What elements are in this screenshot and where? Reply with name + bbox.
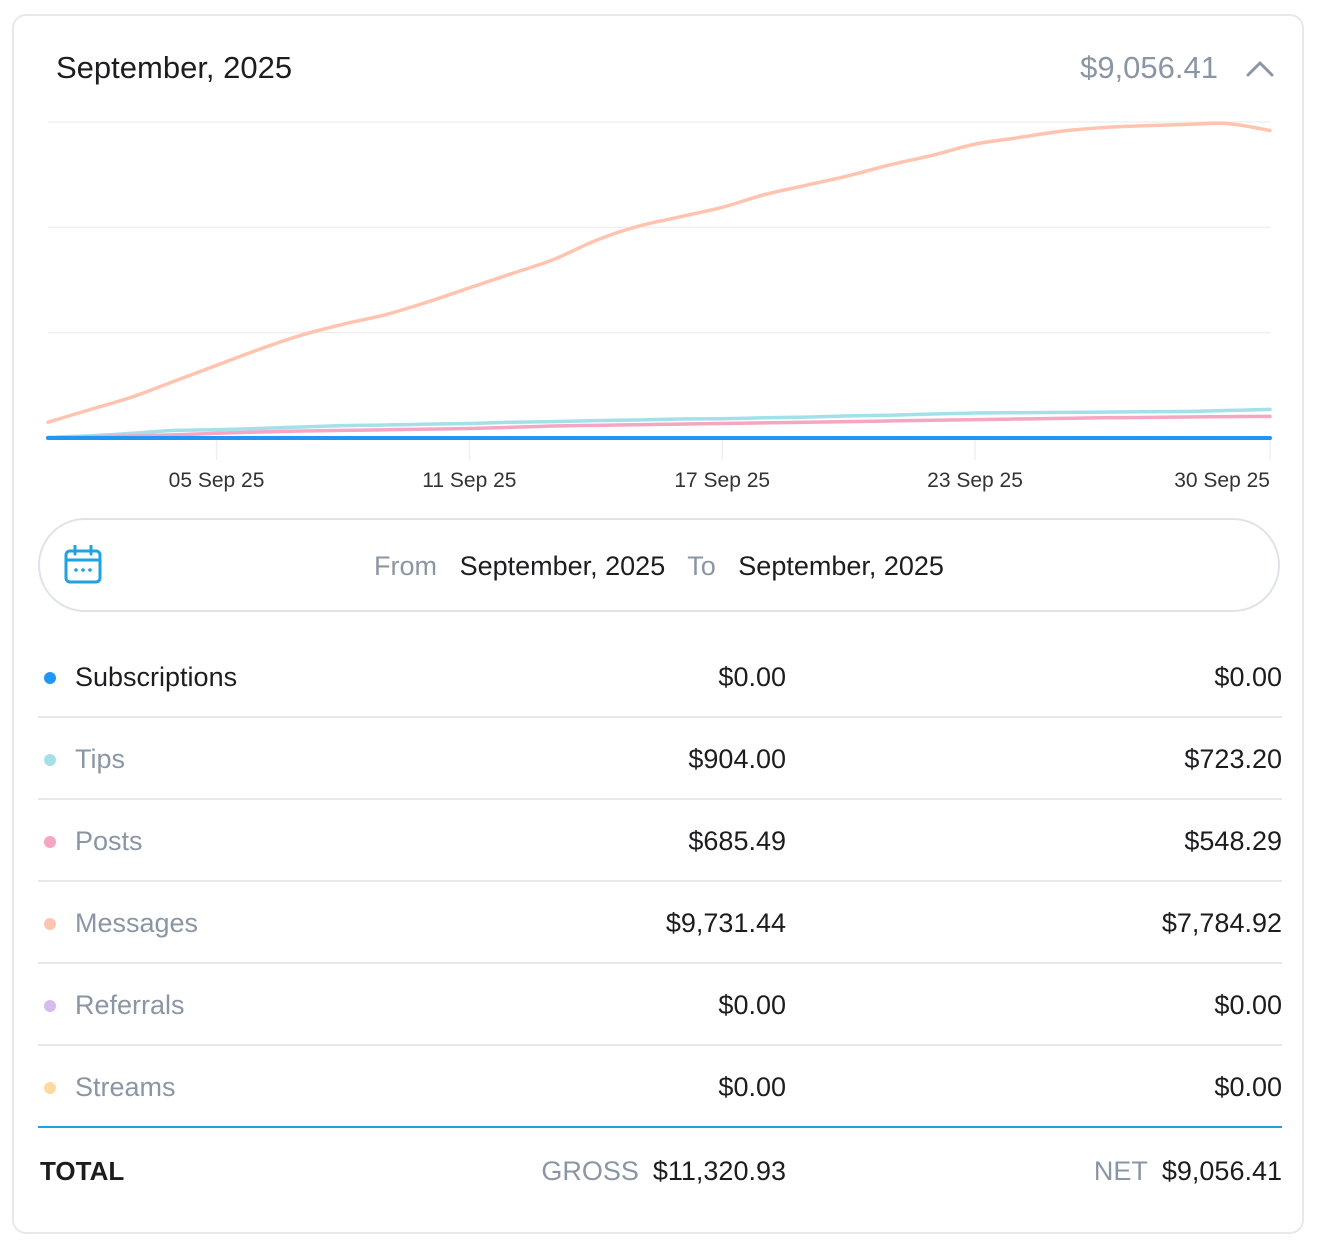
x-tick-label: 05 Sep 25 (169, 469, 265, 492)
row-net: $548.29 (1184, 826, 1282, 856)
from-value: September, 2025 (459, 551, 666, 581)
from-label: From (374, 551, 438, 581)
date-range-text: From September, 2025 To September, 2025 (40, 551, 1278, 582)
row-label: Streams (75, 1072, 176, 1102)
gross-value: $11,320.93 (652, 1156, 786, 1186)
month-title: September, 2025 (56, 50, 293, 85)
row-referrals[interactable]: Referrals $0.00 $0.00 (38, 964, 1282, 1046)
to-label: To (687, 551, 716, 581)
total-label: TOTAL (40, 1156, 125, 1186)
row-net: $0.00 (1214, 662, 1282, 692)
earnings-card: September, 2025 $9,056.41 05 Sep 25 11 Se… (12, 14, 1304, 1234)
row-gross: $0.00 (718, 990, 786, 1020)
messages-dot (44, 918, 56, 930)
chevron-up-icon (1246, 61, 1274, 77)
row-gross: $904.00 (688, 744, 786, 774)
row-label: Posts (75, 826, 143, 856)
streams-dot (44, 1082, 56, 1094)
row-label: Tips (75, 744, 126, 774)
to-value: September, 2025 (738, 551, 944, 581)
row-gross: $685.49 (688, 826, 786, 856)
series-line-messages (46, 121, 1272, 424)
calendar-icon (64, 545, 102, 584)
row-tips[interactable]: Tips $904.00 $723.20 (38, 718, 1282, 800)
date-range-picker[interactable]: From September, 2025 To September, 2025 (38, 518, 1280, 612)
gross-label: GROSS (541, 1156, 639, 1186)
row-gross: $0.00 (718, 662, 786, 692)
subscriptions-dot (44, 672, 56, 684)
earnings-breakdown: Subscriptions $0.00 $0.00 Tips $904.00 $… (38, 636, 1282, 1128)
referrals-dot (44, 1000, 56, 1012)
row-net: $0.00 (1214, 1072, 1282, 1102)
series-line-tips (46, 407, 1272, 440)
row-label: Subscriptions (75, 662, 238, 692)
earnings-chart: 05 Sep 25 11 Sep 25 17 Sep 25 23 Sep 25 30 S… (14, 116, 1306, 506)
series-line-posts (46, 414, 1272, 440)
total-row: TOTAL GROSS $11,320.93 NET $9,056.41 (38, 1146, 1282, 1206)
row-net: $723.20 (1184, 744, 1282, 774)
x-tick-label: 30 Sep 25 (1174, 469, 1270, 492)
x-tick-label: 23 Sep 25 (927, 469, 1023, 492)
net-value: $9,056.41 (1161, 1156, 1282, 1186)
row-net: $7,784.92 (1161, 908, 1282, 938)
card-header: September, 2025 $9,056.41 (14, 16, 1302, 120)
row-label: Messages (75, 908, 199, 938)
row-label: Referrals (75, 990, 185, 1020)
x-tick-label: 17 Sep 25 (674, 469, 770, 492)
collapse-button[interactable] (1240, 48, 1280, 88)
row-gross: $0.00 (718, 1072, 786, 1102)
row-net: $0.00 (1214, 990, 1282, 1020)
x-tick-label: 11 Sep 25 (422, 469, 516, 492)
posts-dot (44, 836, 56, 848)
row-gross: $9,731.44 (665, 908, 786, 938)
row-streams[interactable]: Streams $0.00 $0.00 (38, 1046, 1282, 1128)
total-net: NET $9,056.41 (1094, 1156, 1282, 1187)
row-posts[interactable]: Posts $685.49 $548.29 (38, 800, 1282, 882)
net-label: NET (1093, 1156, 1148, 1186)
tips-dot (44, 754, 56, 766)
row-messages[interactable]: Messages $9,731.44 $7,784.92 (38, 882, 1282, 964)
row-subscriptions[interactable]: Subscriptions $0.00 $0.00 (38, 636, 1282, 718)
total-gross: GROSS $11,320.93 (541, 1156, 786, 1187)
month-net-amount: $9,056.41 (1080, 50, 1218, 85)
